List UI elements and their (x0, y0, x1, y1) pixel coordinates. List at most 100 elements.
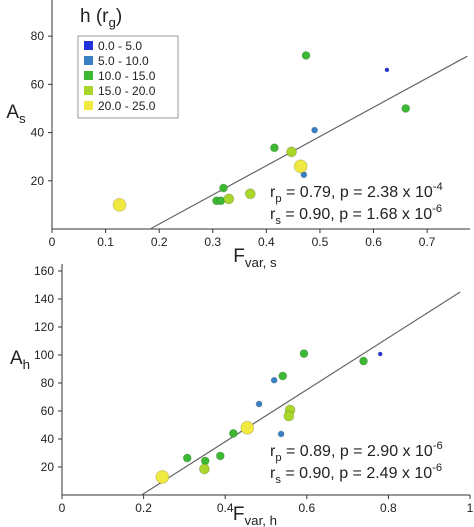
legend-swatch (84, 56, 93, 65)
data-point (384, 67, 390, 73)
x-tick-label: 0 (59, 501, 66, 515)
annotation-rest: = 0.90, p = 2.49 x 10 (281, 465, 432, 482)
legend-title-rest: ) (116, 6, 122, 27)
x-axis-label-main: F (233, 504, 245, 525)
x-tick-label: 0.6 (365, 235, 382, 249)
y-axis-label-sub: s (19, 111, 26, 126)
data-point (182, 453, 192, 463)
legend-box (77, 35, 179, 119)
legend-label: 15.0 - 20.0 (98, 84, 156, 98)
annotation-main: r (270, 206, 276, 223)
y-tick-label: 20 (31, 174, 45, 188)
x-axis-label-sub: var, s (245, 255, 277, 270)
x-tick-label: 0.8 (380, 501, 397, 515)
x-tick-label: 1 (467, 501, 474, 515)
x-tick-label: 0.5 (312, 235, 329, 249)
legend-title: h (rg) (80, 6, 122, 30)
annotation-main: r (270, 465, 276, 482)
legend-swatch (84, 71, 93, 80)
legend-swatch (84, 86, 93, 95)
annotation-sub: p (275, 193, 281, 205)
data-point (359, 356, 369, 366)
data-point (401, 103, 411, 113)
data-point (218, 183, 228, 193)
data-point (255, 400, 263, 408)
x-axis-label: Fvar, s (233, 246, 277, 270)
legend-swatch (84, 41, 93, 50)
data-point (198, 463, 210, 475)
data-point (286, 146, 298, 158)
x-tick-label: 0.3 (204, 235, 221, 249)
data-point (311, 126, 319, 134)
y-axis-label: Ah (10, 348, 30, 372)
data-point (270, 376, 278, 384)
annotation-main: r (270, 443, 276, 460)
fit-line (149, 55, 468, 230)
data-point (240, 420, 255, 435)
x-tick-label: 0.2 (135, 501, 152, 515)
annotation-rest: = 0.89, p = 2.90 x 10 (282, 443, 433, 460)
x-tick-label: 0.6 (298, 501, 315, 515)
annotation: rs = 0.90, p = 1.68 x 10-6 (270, 203, 442, 227)
x-tick-label: 0.2 (151, 235, 168, 249)
y-tick-label: 120 (34, 320, 54, 334)
data-point (283, 410, 295, 422)
annotation-sup: -6 (432, 462, 442, 474)
annotation: rs = 0.90, p = 2.49 x 10-6 (270, 462, 442, 486)
y-tick-label: 160 (34, 264, 54, 278)
data-point (223, 193, 235, 205)
annotation-sub: s (275, 215, 281, 227)
y-tick-label: 80 (41, 376, 55, 390)
y-tick-label: 100 (34, 348, 54, 362)
x-tick-label: 0 (49, 235, 56, 249)
y-tick-label: 80 (31, 29, 45, 43)
y-axis-label-main: A (10, 348, 23, 369)
y-tick-label: 40 (31, 126, 45, 140)
y-tick-label: 140 (34, 292, 54, 306)
legend-label: 10.0 - 15.0 (98, 69, 156, 83)
x-axis-label: Fvar, h (233, 504, 277, 527)
data-point (299, 349, 309, 359)
x-axis-label-main: F (233, 246, 245, 267)
annotation-sup: -4 (433, 181, 443, 193)
y-axis-label-sub: h (23, 357, 30, 372)
data-point (277, 430, 285, 438)
x-axis-label-sub: var, h (245, 513, 278, 527)
x-tick-label: 0.7 (419, 235, 436, 249)
legend-label: 0.0 - 5.0 (98, 39, 142, 53)
legend-label: 20.0 - 25.0 (98, 99, 156, 113)
y-axis-label: As (6, 102, 26, 126)
annotation: rp = 0.89, p = 2.90 x 10-6 (270, 440, 443, 464)
data-point (244, 188, 256, 200)
data-point (293, 159, 308, 174)
data-point (269, 143, 279, 153)
legend-title-main: h (r (80, 6, 109, 27)
annotation-rest: = 0.90, p = 1.68 x 10 (281, 206, 432, 223)
x-tick-label: 0.1 (97, 235, 114, 249)
y-tick-label: 60 (31, 77, 45, 91)
data-point (301, 50, 311, 60)
annotation-sup: -6 (433, 440, 443, 452)
data-point (215, 451, 225, 461)
annotation-rest: = 0.79, p = 2.38 x 10 (282, 184, 433, 201)
y-tick-label: 20 (41, 460, 55, 474)
legend-title-sub: g (109, 15, 116, 30)
data-point (377, 351, 383, 357)
fit-line (141, 291, 461, 496)
annotation-sub: s (275, 474, 281, 486)
data-point (278, 371, 288, 381)
x-tick-label: 0.4 (258, 235, 275, 249)
y-tick-label: 40 (41, 432, 55, 446)
annotation-main: r (270, 184, 276, 201)
x-tick-label: 0.4 (217, 501, 234, 515)
legend-label: 5.0 - 10.0 (98, 54, 149, 68)
data-point (155, 469, 170, 484)
annotation-sup: -6 (432, 203, 442, 215)
annotation: rp = 0.79, p = 2.38 x 10-4 (270, 181, 443, 205)
data-point (228, 428, 238, 438)
legend-swatch (84, 101, 93, 110)
annotation-sub: p (275, 452, 281, 464)
y-tick-label: 60 (41, 404, 55, 418)
data-point (112, 197, 127, 212)
